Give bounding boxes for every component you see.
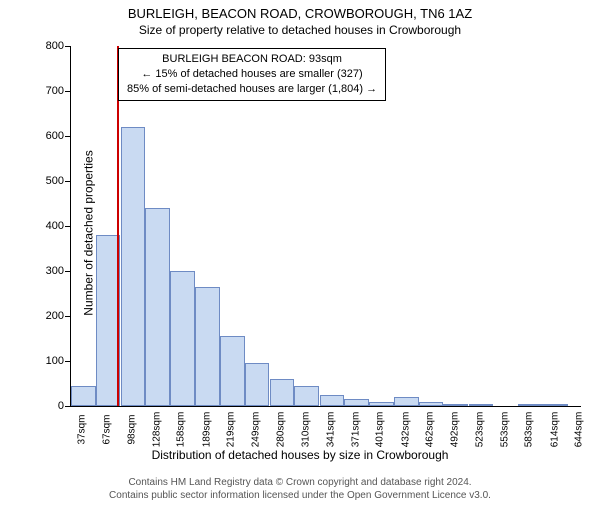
y-tick-label: 400 [34,220,64,232]
y-tick-mark [65,46,70,47]
page-subtitle: Size of property relative to detached ho… [0,23,600,37]
histogram-bar [270,379,295,406]
y-tick-mark [65,406,70,407]
x-tick-label: 644sqm [574,410,585,450]
y-tick-label: 200 [34,310,64,322]
y-tick-mark [65,316,70,317]
histogram-bar [369,402,394,407]
histogram-bar [245,363,270,406]
x-tick-label: 583sqm [524,410,535,450]
x-tick-label: 189sqm [201,410,212,450]
histogram-bar [294,386,319,406]
y-tick-mark [65,271,70,272]
x-tick-label: 67sqm [101,410,112,450]
histogram-bar [121,127,146,406]
x-tick-label: 492sqm [449,410,460,450]
y-tick-label: 600 [34,130,64,142]
x-tick-label: 462sqm [425,410,436,450]
histogram-bar [344,399,369,406]
x-tick-label: 371sqm [350,410,361,450]
x-tick-label: 341sqm [326,410,337,450]
info-line-2: ← 15% of detached houses are smaller (32… [127,67,377,82]
y-tick-mark [65,361,70,362]
histogram-bar [443,404,468,406]
info-line-3: 85% of semi-detached houses are larger (… [127,82,377,97]
info-line-1: BURLEIGH BEACON ROAD: 93sqm [127,52,377,67]
x-tick-label: 432sqm [400,410,411,450]
histogram-bar [469,404,494,406]
histogram-bar [220,336,245,406]
footer-attribution: Contains HM Land Registry data © Crown c… [0,477,600,502]
histogram-bar [518,404,543,406]
x-tick-label: 553sqm [499,410,510,450]
footer-line-2: Contains public sector information licen… [0,490,600,503]
info-box: BURLEIGH BEACON ROAD: 93sqm ← 15% of det… [118,48,386,101]
y-tick-label: 0 [34,400,64,412]
x-tick-label: 128sqm [151,410,162,450]
y-tick-label: 100 [34,355,64,367]
histogram-bar [320,395,345,406]
x-tick-label: 523sqm [475,410,486,450]
x-tick-label: 98sqm [127,410,138,450]
y-tick-label: 800 [34,40,64,52]
x-tick-label: 158sqm [176,410,187,450]
y-tick-label: 300 [34,265,64,277]
y-tick-label: 500 [34,175,64,187]
y-tick-label: 700 [34,85,64,97]
histogram-bar [543,404,568,406]
y-tick-mark [65,136,70,137]
histogram-bar [394,397,419,406]
x-tick-label: 219sqm [226,410,237,450]
x-tick-label: 310sqm [300,410,311,450]
histogram-bar [71,386,96,406]
y-tick-mark [65,91,70,92]
x-tick-label: 280sqm [276,410,287,450]
x-tick-label: 401sqm [375,410,386,450]
page-title: BURLEIGH, BEACON ROAD, CROWBOROUGH, TN6 … [0,6,600,21]
x-axis-title: Distribution of detached houses by size … [0,448,600,462]
footer-line-1: Contains HM Land Registry data © Crown c… [0,477,600,490]
x-tick-label: 249sqm [250,410,261,450]
histogram-bar [195,287,220,406]
histogram-bar [419,402,444,406]
histogram-bar [145,208,170,406]
y-tick-mark [65,226,70,227]
x-tick-label: 614sqm [549,410,560,450]
y-tick-mark [65,181,70,182]
x-tick-label: 37sqm [77,410,88,450]
histogram-bar [170,271,195,406]
